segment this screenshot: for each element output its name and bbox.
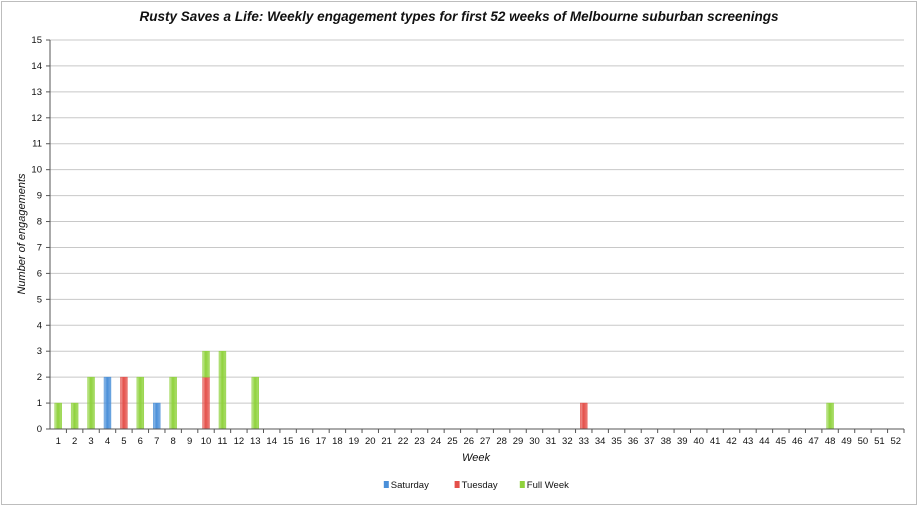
bar-tuesday-week-5 bbox=[120, 376, 128, 430]
legend: Saturday Tuesday Full Week bbox=[383, 480, 569, 491]
x-axis-label: Week bbox=[462, 452, 490, 464]
x-tick-label: 44 bbox=[759, 436, 770, 447]
x-tick-label: 22 bbox=[398, 436, 409, 447]
x-tick-label: 15 bbox=[283, 436, 294, 447]
x-tick-label: 30 bbox=[529, 436, 540, 447]
bar-full-week-week-48 bbox=[826, 402, 834, 430]
x-tick-label: 27 bbox=[480, 436, 491, 447]
x-tick-label: 35 bbox=[611, 436, 622, 447]
x-tick-labels: 1 2 3 4 5 6 7 8 9 10 11 12 13 14 15 16 17 18 19 20 21 22 23 24 2… bbox=[56, 429, 905, 447]
x-tick-label: 23 bbox=[414, 436, 425, 447]
bar-full-week-week-3 bbox=[87, 376, 95, 430]
bar-full-week-week-1 bbox=[54, 402, 62, 430]
y-tick-label: 8 bbox=[37, 217, 42, 228]
bar-full-week-week-8 bbox=[169, 376, 177, 430]
bar-full-week-week-6 bbox=[136, 376, 145, 430]
bar-full-week-week-10 bbox=[202, 350, 210, 378]
x-tick-label: 50 bbox=[858, 436, 869, 447]
y-tick-label: 10 bbox=[31, 165, 42, 176]
x-tick-label: 7 bbox=[154, 436, 159, 447]
y-tick-label: 6 bbox=[37, 268, 42, 279]
bars bbox=[54, 350, 834, 430]
x-tick-label: 26 bbox=[463, 436, 474, 447]
bar-full-week-week-2 bbox=[70, 402, 79, 430]
x-tick-label: 48 bbox=[825, 436, 836, 447]
legend-swatch-tuesday bbox=[454, 481, 460, 488]
legend-swatch-full-week bbox=[519, 481, 525, 488]
x-tick-label: 40 bbox=[693, 436, 704, 447]
x-tick-label: 9 bbox=[187, 436, 192, 447]
bar-saturday-week-4 bbox=[103, 376, 112, 430]
y-tick-label: 7 bbox=[37, 242, 42, 253]
chart-title: Rusty Saves a Life: Weekly engagement ty… bbox=[139, 9, 779, 24]
bar-full-week-week-11 bbox=[218, 350, 227, 430]
y-tick-label: 15 bbox=[31, 35, 42, 46]
y-tick-label: 11 bbox=[32, 139, 42, 150]
x-tick-label: 25 bbox=[447, 436, 458, 447]
legend-label: Full Week bbox=[527, 480, 569, 491]
axes bbox=[49, 40, 904, 430]
x-tick-label: 47 bbox=[808, 436, 819, 447]
x-tick-label: 8 bbox=[171, 436, 176, 447]
x-tick-label: 33 bbox=[578, 436, 589, 447]
x-tick-label: 12 bbox=[234, 436, 245, 447]
x-tick-label: 41 bbox=[710, 436, 721, 447]
x-tick-label: 4 bbox=[105, 436, 110, 447]
legend-label: Saturday bbox=[391, 480, 429, 491]
x-tick-label: 49 bbox=[841, 436, 852, 447]
x-tick-label: 51 bbox=[874, 436, 885, 447]
y-tick-label: 0 bbox=[37, 424, 42, 435]
legend-label: Tuesday bbox=[462, 480, 498, 491]
x-tick-label: 31 bbox=[546, 436, 557, 447]
x-tick-label: 38 bbox=[661, 436, 672, 447]
x-tick-label: 45 bbox=[776, 436, 787, 447]
y-tick-label: 14 bbox=[31, 61, 42, 72]
y-tick-label: 2 bbox=[37, 372, 42, 383]
y-tick-label: 3 bbox=[37, 346, 42, 357]
bar-full-week-week-13 bbox=[251, 376, 259, 430]
x-tick-label: 28 bbox=[496, 436, 507, 447]
x-tick-label: 5 bbox=[121, 436, 126, 447]
x-tick-label: 18 bbox=[332, 436, 343, 447]
x-tick-label: 32 bbox=[562, 436, 573, 447]
grid-lines bbox=[50, 39, 904, 430]
x-tick-label: 6 bbox=[138, 436, 143, 447]
x-tick-label: 39 bbox=[677, 436, 688, 447]
x-tick-label: 11 bbox=[218, 436, 228, 447]
x-tick-label: 10 bbox=[201, 436, 212, 447]
y-tick-label: 5 bbox=[37, 294, 42, 305]
x-tick-label: 36 bbox=[628, 436, 639, 447]
x-tick-label: 20 bbox=[365, 436, 376, 447]
x-tick-label: 43 bbox=[743, 436, 754, 447]
bar-tuesday-week-10 bbox=[202, 376, 210, 430]
x-tick-label: 19 bbox=[349, 436, 360, 447]
x-tick-label: 17 bbox=[316, 436, 327, 447]
y-tick-label: 1 bbox=[37, 398, 42, 409]
x-tick-label: 37 bbox=[644, 436, 655, 447]
y-tick-label: 12 bbox=[31, 113, 42, 124]
x-tick-label: 34 bbox=[595, 436, 606, 447]
y-tick-label: 9 bbox=[37, 191, 42, 202]
x-tick-label: 21 bbox=[381, 436, 392, 447]
legend-swatch-saturday bbox=[383, 481, 389, 488]
x-tick-label: 29 bbox=[513, 436, 524, 447]
x-tick-label: 3 bbox=[88, 436, 93, 447]
x-tick-label: 14 bbox=[266, 436, 277, 447]
y-tick-label: 13 bbox=[31, 87, 42, 98]
bar-saturday-week-7 bbox=[153, 402, 161, 430]
x-tick-label: 13 bbox=[250, 436, 261, 447]
x-tick-label: 24 bbox=[431, 436, 442, 447]
x-tick-label: 52 bbox=[890, 436, 901, 447]
x-tick-label: 2 bbox=[72, 436, 77, 447]
x-tick-label: 46 bbox=[792, 436, 803, 447]
y-tick-label: 4 bbox=[37, 320, 42, 331]
x-tick-label: 16 bbox=[299, 436, 310, 447]
bar-tuesday-week-33 bbox=[580, 402, 588, 430]
x-tick-label: 42 bbox=[726, 436, 737, 447]
x-tick-label: 1 bbox=[56, 436, 61, 447]
y-axis-label: Number of engagements bbox=[16, 173, 28, 295]
